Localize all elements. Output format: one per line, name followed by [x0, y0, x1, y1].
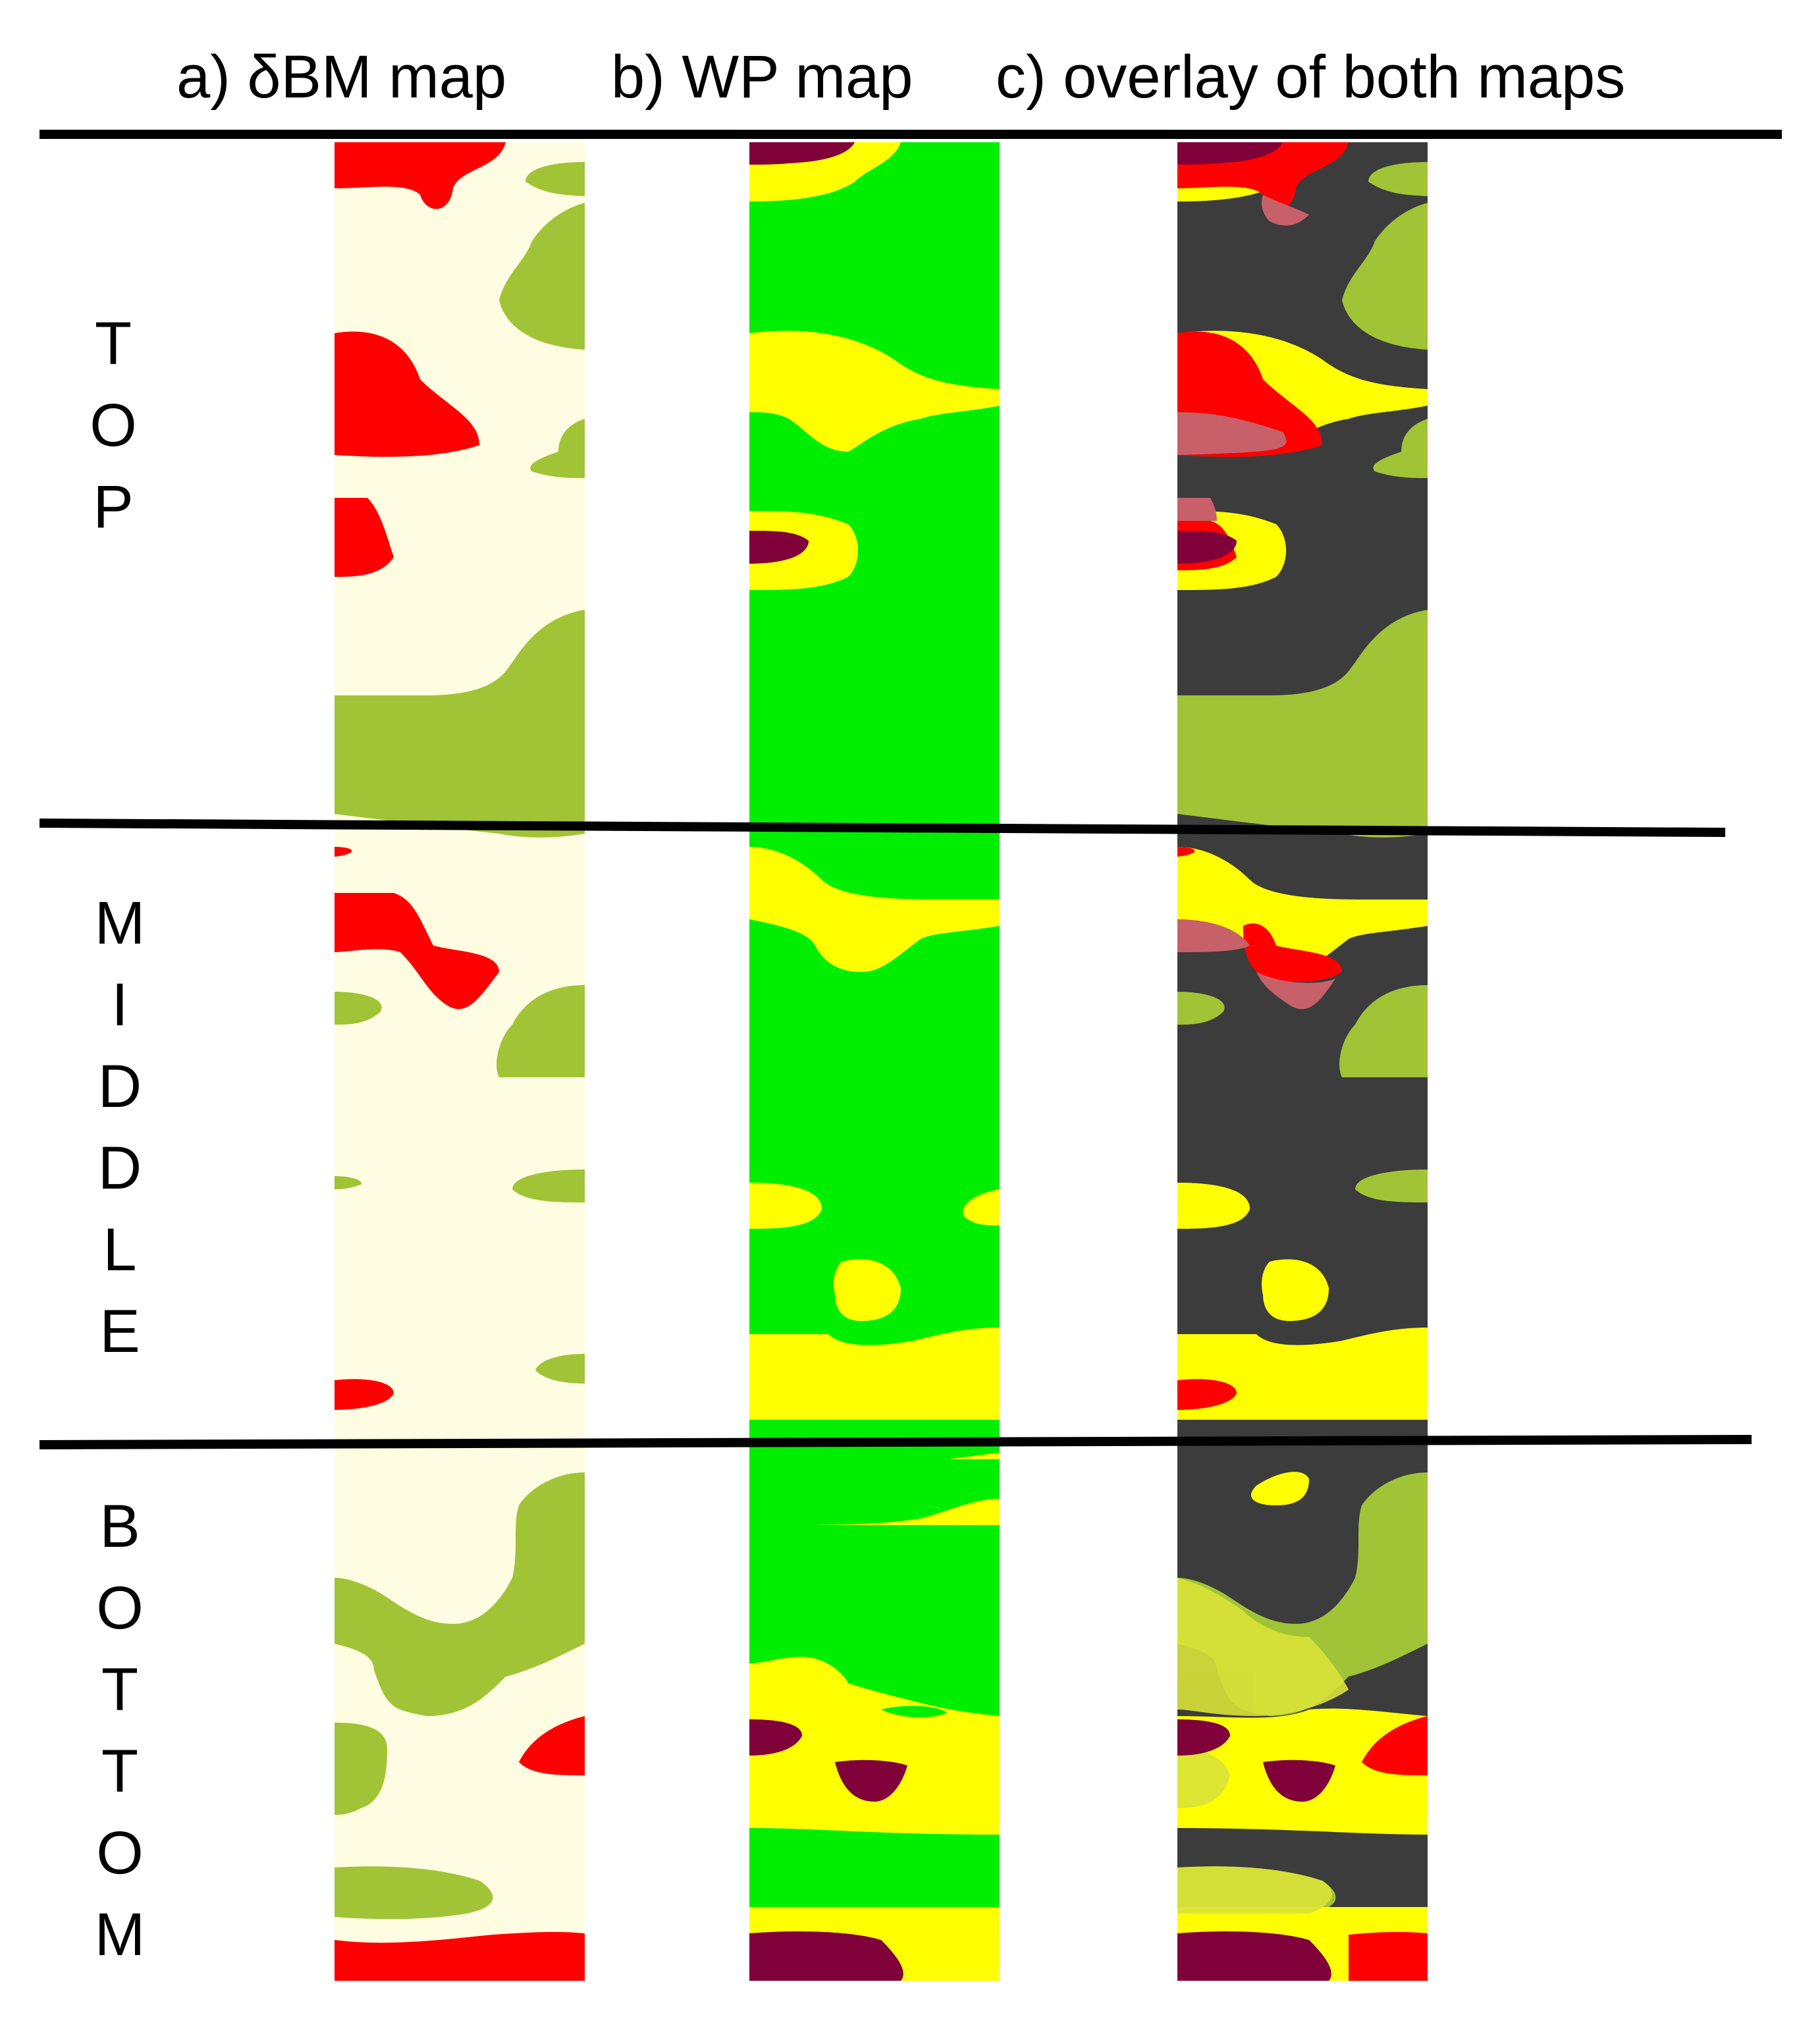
section-letter: O: [96, 1819, 144, 1887]
section-letter: D: [97, 1053, 142, 1120]
section-letter: P: [93, 473, 134, 541]
dbm-map: [335, 142, 585, 1981]
overlay-light-regions: [1177, 1578, 1349, 1914]
divider-middle-bottom: [39, 1435, 1752, 1449]
section-letter: M: [94, 890, 146, 957]
dbm-negative-regions: [335, 162, 585, 1920]
section-letter: E: [99, 1298, 140, 1365]
section-label-bottom: B O T T O M: [80, 1486, 159, 1976]
section-letter: M: [94, 1901, 146, 1968]
section-letter: T: [94, 310, 132, 377]
overlay-high-regions: [1177, 142, 1335, 1981]
section-letter: I: [111, 971, 128, 1038]
section-letter: L: [103, 1216, 137, 1283]
wp-map: [749, 142, 1000, 1981]
section-letter: O: [96, 1574, 144, 1642]
wp-high-regions: [749, 142, 907, 1981]
section-letter: O: [90, 392, 137, 459]
overlay-blend-regions: [1177, 195, 1335, 1009]
section-letter: T: [101, 1656, 139, 1723]
section-letter: D: [97, 1135, 142, 1202]
section-label-top: T O P: [74, 303, 153, 548]
section-label-middle: M I D D L E: [80, 882, 159, 1372]
dbm-positive-regions: [335, 142, 585, 1981]
overlay-map: [1177, 142, 1428, 1981]
column-title-wp-map: b) WP map: [611, 43, 913, 111]
section-letter: B: [99, 1493, 140, 1560]
section-letter: T: [101, 1738, 139, 1805]
column-title-dbm-map: a) δBM map: [176, 43, 507, 111]
divider-top-middle: [39, 819, 1726, 837]
column-title-overlay-map: c) overlay of both maps: [996, 43, 1626, 111]
